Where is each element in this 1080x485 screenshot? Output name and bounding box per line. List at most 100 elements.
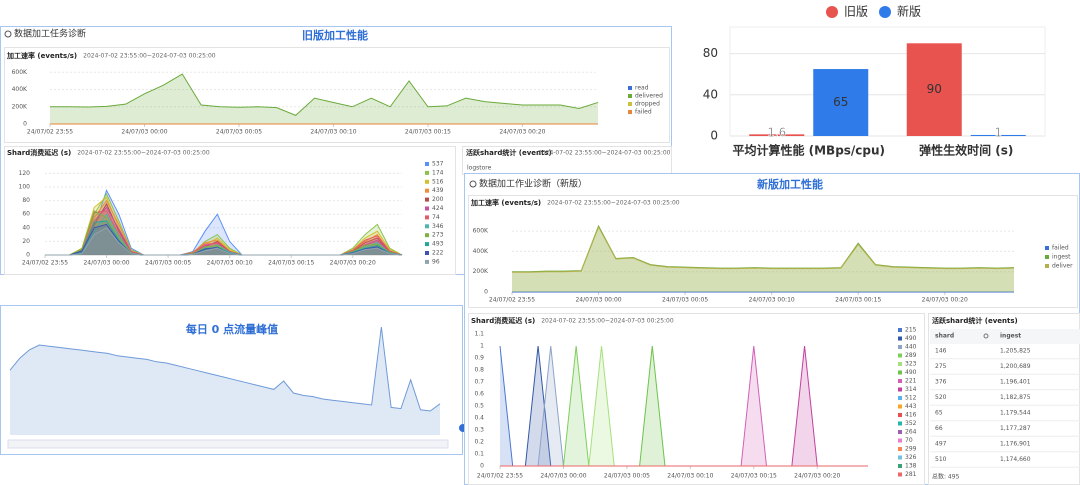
legend-label: 490 bbox=[905, 335, 917, 342]
y-tick-label: 0.4 bbox=[474, 415, 484, 422]
table-cell: 376 bbox=[935, 379, 947, 386]
y-tick-label: 0 bbox=[484, 289, 488, 296]
legend-label: 138 bbox=[905, 463, 917, 470]
area bbox=[512, 227, 1014, 292]
chart-title: 加工速率 (events/s) bbox=[470, 198, 541, 207]
legend-label: 70 bbox=[905, 437, 913, 444]
table-cell: 1,205,825 bbox=[1000, 348, 1031, 355]
y-tick-label: 0.5 bbox=[474, 403, 484, 410]
column-header: ingest bbox=[1000, 333, 1021, 340]
legend-label: 299 bbox=[905, 446, 917, 453]
legend-swatch bbox=[898, 472, 902, 477]
legend-label: failed bbox=[1052, 245, 1069, 252]
legend-swatch bbox=[898, 421, 902, 426]
x-tick-label: 24/07/03 00:05 bbox=[145, 260, 191, 267]
legend-label: 424 bbox=[432, 205, 444, 212]
bar bbox=[813, 69, 869, 136]
area bbox=[45, 210, 402, 255]
bar bbox=[970, 134, 1026, 136]
legend-label: 326 bbox=[905, 454, 917, 461]
y-tick-label: 0 bbox=[26, 252, 30, 259]
legend-swatch bbox=[425, 242, 429, 247]
legend-label: read bbox=[635, 85, 649, 92]
area bbox=[50, 74, 598, 124]
legend-label: 352 bbox=[905, 420, 917, 427]
value-label: 65 bbox=[833, 95, 848, 109]
legend-swatch bbox=[898, 379, 902, 383]
y-tick-label: 600K bbox=[473, 228, 489, 235]
legend-label: 264 bbox=[905, 429, 917, 436]
chart-subtitle: 2024-07-02 23:55:00~2024-07-03 00:25:00 bbox=[83, 53, 216, 60]
y-tick-label: 400K bbox=[473, 248, 489, 255]
legend-label: 346 bbox=[432, 223, 444, 230]
legend-label: failed bbox=[635, 109, 652, 116]
sub-panel bbox=[4, 47, 670, 143]
legend-label: 221 bbox=[905, 378, 917, 385]
panel-header: 数据加工作业诊断（新版） bbox=[479, 178, 587, 190]
x-tick-label: 24/07/02 23:55 bbox=[22, 260, 68, 267]
legend-label: 96 bbox=[432, 258, 440, 265]
line bbox=[512, 225, 1015, 273]
line bbox=[50, 73, 599, 116]
y-tick-label: 0.9 bbox=[474, 355, 484, 362]
area bbox=[512, 226, 1014, 292]
y-tick-label: 1 bbox=[480, 343, 484, 350]
x-tick-label: 弹性生效时间 (s) bbox=[919, 143, 1013, 158]
legend-label: ingest bbox=[1052, 254, 1071, 261]
legend-swatch bbox=[898, 387, 902, 392]
bar bbox=[906, 43, 962, 136]
y-tick-label: 80 bbox=[22, 197, 30, 204]
x-tick-label: 24/07/02 23:55 bbox=[27, 129, 73, 136]
sub-panel bbox=[468, 313, 925, 485]
y-tick-label: 600K bbox=[12, 69, 28, 76]
legend-label: 273 bbox=[432, 232, 444, 239]
x-tick-label: 24/07/03 00:00 bbox=[121, 129, 167, 136]
legend-label: 174 bbox=[432, 169, 444, 176]
x-tick-label: 24/07/03 00:20 bbox=[499, 129, 545, 136]
table-cell: 65 bbox=[935, 410, 943, 417]
legend-swatch bbox=[898, 455, 902, 460]
y-tick-label: 200K bbox=[12, 103, 28, 110]
y-tick-label: 200K bbox=[473, 268, 489, 275]
y-tick-label: 0.2 bbox=[474, 439, 484, 446]
y-tick-label: 0 bbox=[710, 129, 718, 143]
y-tick-label: 120 bbox=[19, 170, 31, 177]
legend-swatch bbox=[898, 430, 902, 434]
table-cell: 1,196,401 bbox=[1000, 379, 1031, 386]
area bbox=[500, 346, 868, 466]
legend-label: 新版 bbox=[897, 4, 921, 19]
x-tick-label: 24/07/02 23:55 bbox=[489, 297, 535, 304]
area bbox=[45, 227, 402, 255]
x-tick-label: 24/07/03 00:10 bbox=[310, 129, 356, 136]
table-cell: 1,177,287 bbox=[1000, 425, 1031, 432]
legend-swatch bbox=[1045, 255, 1049, 259]
legend-swatch bbox=[425, 206, 429, 211]
legend-label: 439 bbox=[432, 187, 444, 194]
chart-subtitle: 2024-07-02 23:55:00~2024-07-03 00:25:00 bbox=[547, 200, 680, 207]
legend-swatch bbox=[898, 404, 902, 409]
legend-label: 222 bbox=[432, 250, 444, 257]
panel-icon bbox=[469, 180, 477, 188]
table-cell: 520 bbox=[935, 394, 947, 401]
legend-swatch bbox=[425, 188, 429, 193]
legend-label: delivered bbox=[635, 93, 663, 100]
x-tick-label: 24/07/03 00:15 bbox=[835, 297, 881, 304]
y-tick-label: 0.7 bbox=[474, 379, 484, 386]
scrollbar[interactable] bbox=[7, 439, 449, 449]
y-tick-label: 400K bbox=[12, 86, 28, 93]
legend-swatch bbox=[1045, 264, 1049, 268]
legend-label: 443 bbox=[905, 403, 917, 410]
legend-label: 440 bbox=[905, 344, 917, 351]
x-tick-label: 24/07/03 00:05 bbox=[604, 473, 650, 480]
legend-swatch bbox=[898, 353, 902, 358]
legend-swatch bbox=[425, 215, 429, 220]
x-tick-label: 24/07/03 00:15 bbox=[731, 473, 777, 480]
table-cell: 275 bbox=[935, 363, 947, 370]
table-cell: 1,182,875 bbox=[1000, 394, 1031, 401]
legend-swatch bbox=[898, 396, 902, 400]
panel-title: 活跃shard统计 (events) bbox=[466, 148, 552, 157]
legend-swatch bbox=[425, 251, 429, 255]
table-cell: 497 bbox=[935, 441, 947, 448]
value-label: 1.6 bbox=[767, 126, 786, 140]
